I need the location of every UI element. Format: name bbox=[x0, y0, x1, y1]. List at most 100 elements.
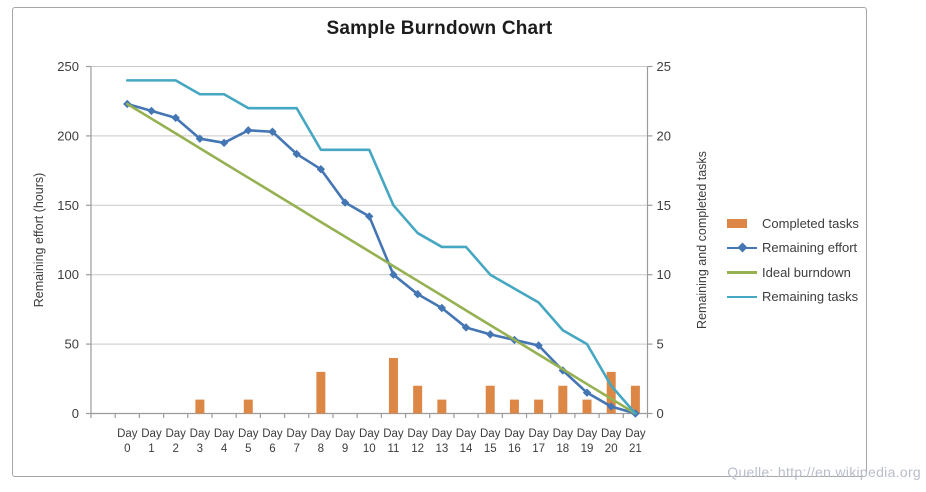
marker-diamond bbox=[147, 106, 156, 116]
x-axis-label: Day bbox=[601, 428, 622, 440]
chart-title: Sample Burndown Chart bbox=[326, 18, 553, 39]
marker-diamond bbox=[486, 330, 495, 339]
legend-item: Completed tasks bbox=[727, 215, 859, 231]
right-axis-tick-label: 15 bbox=[657, 198, 671, 213]
bar-completed-tasks bbox=[630, 385, 640, 414]
x-axis-label: 3 bbox=[197, 443, 203, 455]
legend-item-label: Ideal burndown bbox=[762, 264, 851, 280]
marker-diamond bbox=[195, 134, 205, 143]
line-swatch-icon bbox=[727, 271, 757, 274]
bar-completed-tasks bbox=[243, 399, 253, 414]
marker-diamond bbox=[437, 303, 447, 313]
left-axis-tick-label: 200 bbox=[57, 128, 79, 143]
bar-completed-tasks bbox=[509, 399, 519, 414]
x-axis-label: Day bbox=[553, 428, 574, 440]
x-axis-label: 19 bbox=[581, 443, 594, 455]
bar-completed-tasks bbox=[558, 385, 568, 414]
bar-completed-tasks bbox=[195, 399, 205, 414]
x-axis-label: 9 bbox=[342, 443, 348, 455]
series-remaining-effort-line bbox=[125, 102, 637, 415]
source-note: Quelle: http://en.wikipedia.org bbox=[727, 464, 921, 480]
bar-completed-tasks bbox=[388, 357, 398, 414]
left-axis-tick-label: 100 bbox=[57, 267, 79, 282]
legend-item-label: Completed tasks bbox=[762, 215, 859, 231]
x-axis-label: Day bbox=[383, 428, 404, 440]
x-axis-label: 17 bbox=[532, 443, 545, 455]
right-axis-tick-label: 10 bbox=[657, 267, 671, 282]
series-remaining-tasks-line bbox=[125, 79, 637, 415]
x-axis-label: Day bbox=[456, 428, 477, 440]
x-axis-label: Day bbox=[238, 428, 259, 440]
legend: Completed tasks Remaining effort Ideal bur… bbox=[727, 215, 859, 313]
x-axis-label: 1 bbox=[148, 443, 154, 455]
legend-item-label: Remaining effort bbox=[762, 240, 858, 255]
x-axis-label: 18 bbox=[556, 443, 569, 455]
x-axis-label: 0 bbox=[124, 443, 130, 455]
legend-item: Remaining tasks bbox=[727, 289, 859, 305]
x-axis-label: 7 bbox=[293, 443, 299, 455]
x-axis-label: 16 bbox=[508, 443, 521, 455]
x-axis-label: Day bbox=[262, 428, 283, 440]
legend-line-swatch-icon bbox=[727, 289, 757, 305]
legend-item: Ideal burndown bbox=[727, 264, 859, 280]
bar-completed-tasks bbox=[413, 385, 423, 414]
x-axis-label: 4 bbox=[221, 443, 228, 455]
bar-completed-tasks bbox=[606, 371, 616, 414]
x-axis-label: Day bbox=[528, 428, 549, 440]
marker-diamond bbox=[340, 198, 350, 207]
right-axis-tick-label: 5 bbox=[657, 337, 664, 352]
bar-completed-tasks bbox=[485, 385, 495, 414]
marker-diamond bbox=[171, 113, 180, 123]
x-axis-label: 21 bbox=[629, 443, 642, 455]
legend-item: Remaining effort bbox=[727, 240, 859, 256]
x-axis-label: 15 bbox=[484, 443, 497, 455]
bar-completed-tasks bbox=[582, 399, 592, 414]
x-axis-label: 13 bbox=[435, 443, 448, 455]
x-axis-label: Day bbox=[625, 428, 646, 440]
left-axis-title: Remaining effort (hours) bbox=[32, 172, 46, 308]
x-axis-label: 5 bbox=[245, 443, 251, 455]
x-axis-label: Day bbox=[214, 428, 235, 440]
x-axis-label: 2 bbox=[172, 443, 178, 455]
marker-diamond bbox=[389, 270, 398, 279]
x-axis-label: 8 bbox=[318, 443, 324, 455]
marker-diamond bbox=[244, 126, 253, 135]
bar-completed-tasks bbox=[534, 399, 544, 414]
x-axis-label: Day bbox=[165, 428, 186, 440]
x-axis-label: Day bbox=[286, 428, 307, 440]
x-axis-label: Day bbox=[335, 428, 356, 440]
left-axis-tick-label: 250 bbox=[57, 59, 79, 74]
x-axis-label: Day bbox=[311, 428, 332, 440]
marker-diamond bbox=[268, 127, 277, 136]
x-axis-label: Day bbox=[480, 428, 501, 440]
marker-diamond bbox=[219, 138, 229, 148]
bar-swatch-icon bbox=[727, 219, 747, 228]
marker-diamond bbox=[365, 212, 374, 221]
right-axis-tick-label: 20 bbox=[657, 128, 671, 143]
x-axis-label: Day bbox=[407, 428, 428, 440]
chart-area-border bbox=[12, 7, 867, 477]
line-swatch-icon bbox=[727, 295, 757, 298]
x-axis-label: 20 bbox=[605, 443, 618, 455]
x-axis-label: Day bbox=[141, 428, 162, 440]
x-axis-label: 6 bbox=[269, 443, 275, 455]
diamond-marker-icon bbox=[737, 242, 747, 253]
x-axis-label: Day bbox=[577, 428, 598, 440]
left-axis-tick-label: 0 bbox=[72, 406, 79, 421]
x-axis-label: Day bbox=[504, 428, 525, 440]
bar-completed-tasks bbox=[316, 371, 326, 414]
right-axis-title: Remaining and completed tasks bbox=[695, 151, 709, 329]
marker-diamond bbox=[316, 165, 326, 174]
right-axis-tick-label: 25 bbox=[657, 59, 671, 74]
right-axis-tick-label: 0 bbox=[657, 406, 664, 421]
series-ideal-burndown-line bbox=[125, 102, 637, 415]
legend-line-swatch-icon bbox=[727, 240, 757, 256]
x-axis-label: 12 bbox=[411, 443, 424, 455]
marker-diamond bbox=[292, 149, 301, 159]
legend-line-swatch-icon bbox=[727, 264, 757, 280]
x-axis-label: Day bbox=[432, 428, 453, 440]
marker-diamond bbox=[413, 289, 422, 299]
marker-diamond bbox=[607, 402, 616, 411]
marker-diamond bbox=[461, 323, 471, 332]
